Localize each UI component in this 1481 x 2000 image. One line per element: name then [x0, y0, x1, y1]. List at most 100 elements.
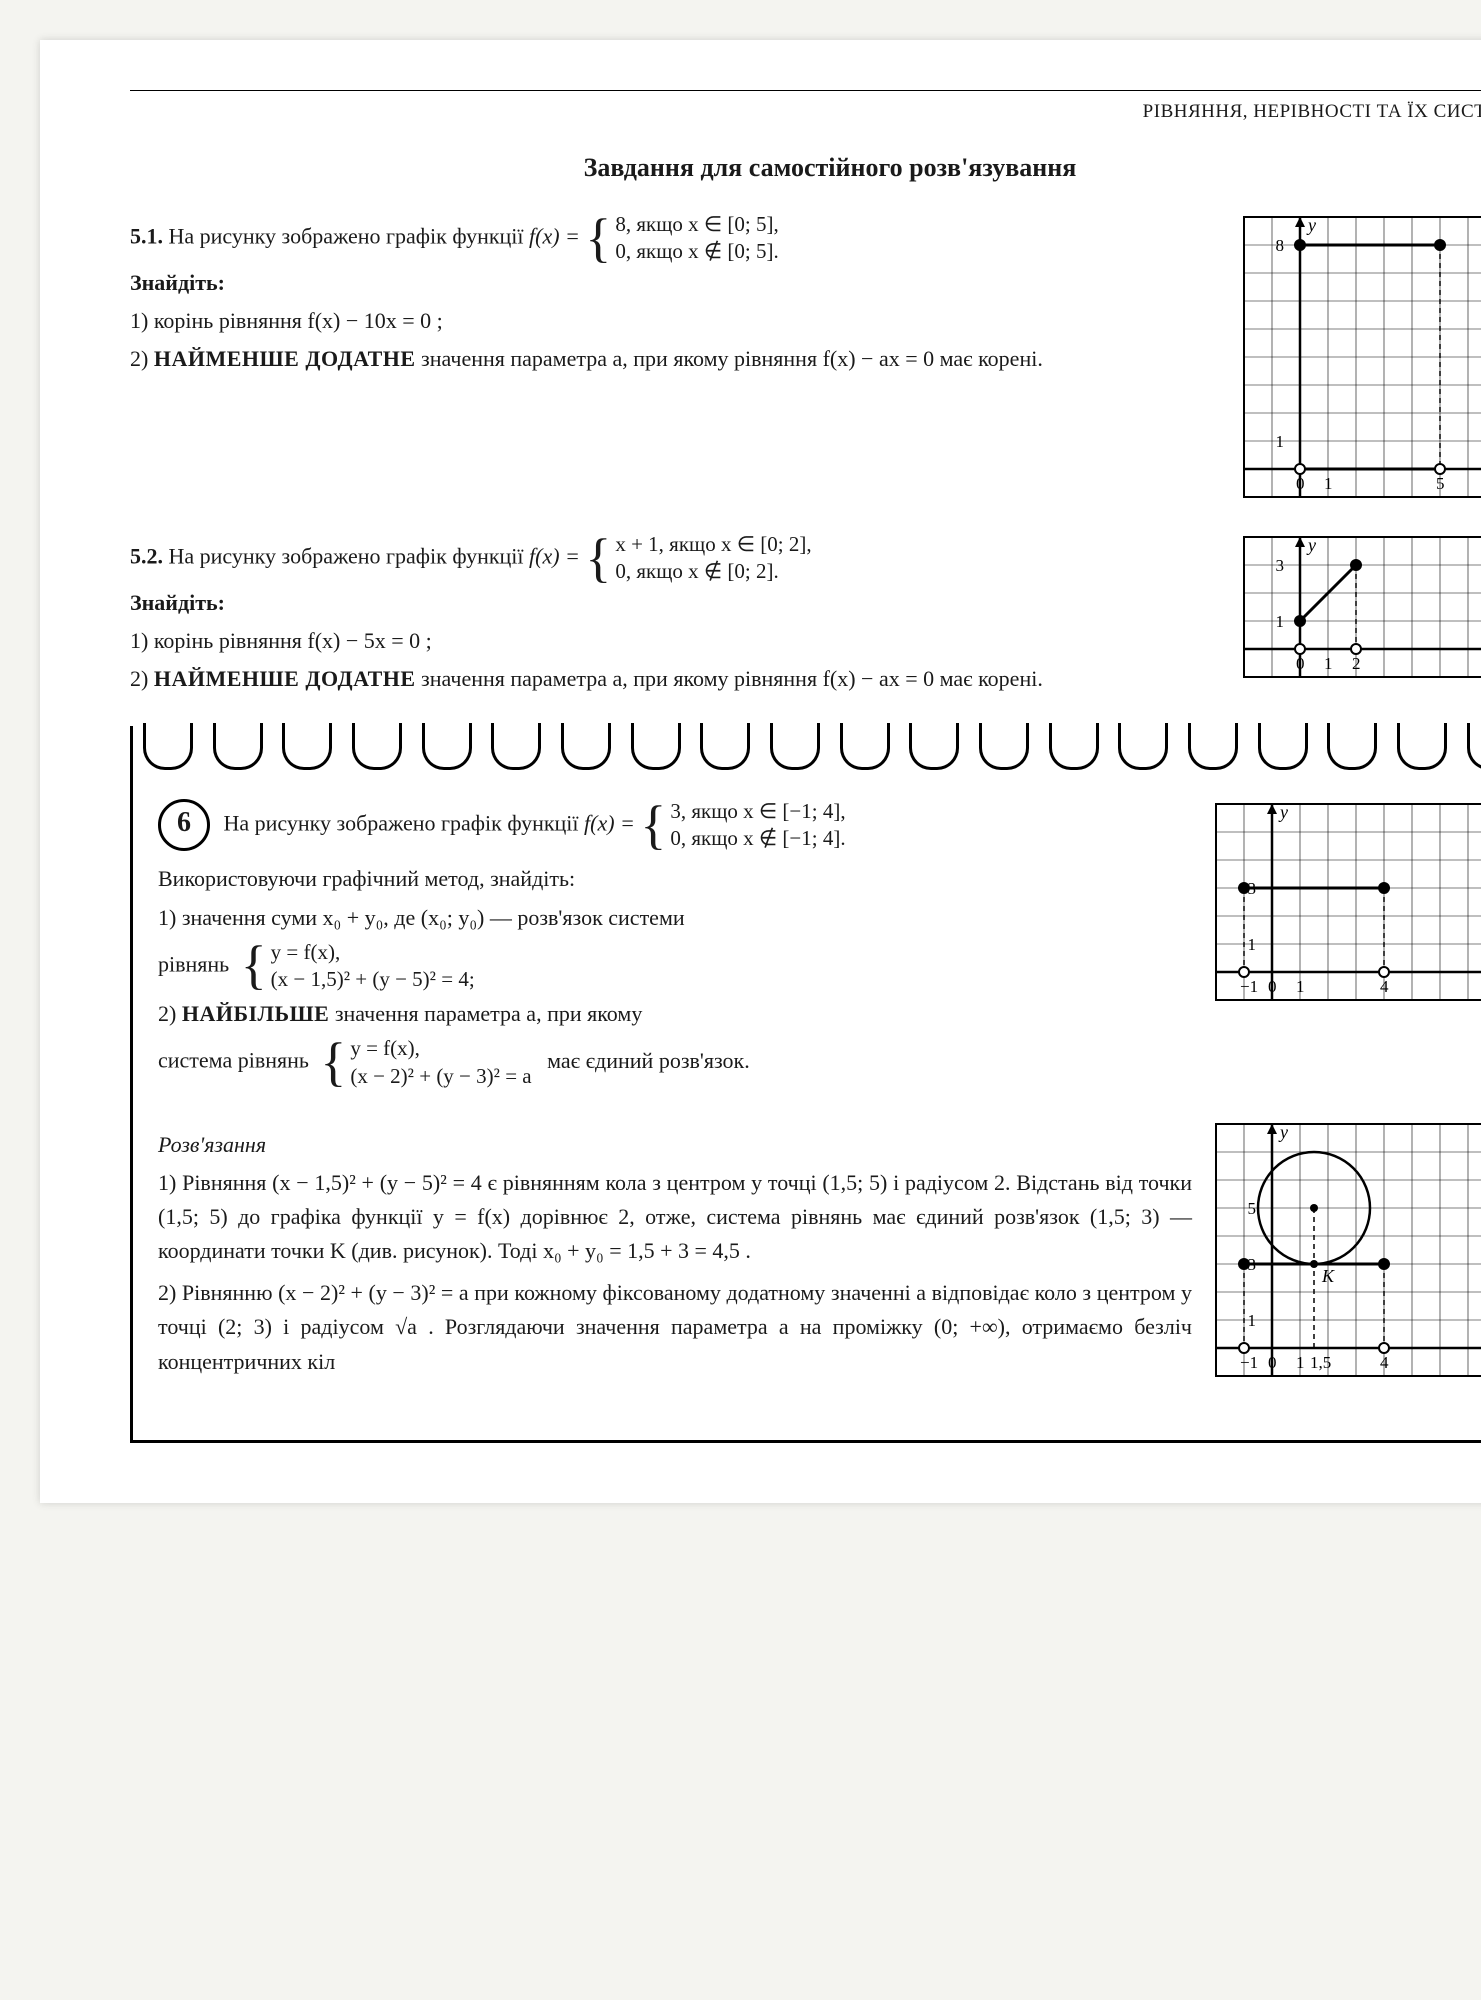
problem-5-2-text: 5.2. На рисунку зображено графік функції…: [130, 531, 1220, 696]
svg-text:3: 3: [1248, 1255, 1257, 1274]
problem-6-text: 6 На рисунку зображено графік функції f(…: [158, 798, 1192, 1090]
problem-5-1-text: 5.1. На рисунку зображено графік функції…: [130, 211, 1220, 376]
hole: [840, 723, 890, 770]
hole: [1118, 723, 1168, 770]
svg-text:0: 0: [1296, 654, 1305, 673]
hole: [561, 723, 611, 770]
case1: x + 1, якщо x ∈ [0; 2],: [615, 531, 811, 558]
svg-text:−1: −1: [1240, 977, 1258, 996]
svg-text:0: 0: [1268, 977, 1277, 996]
q1: 1) значення суми x₀ + y₀, де (x₀; y₀) — …: [158, 901, 1192, 935]
hole: [700, 723, 750, 770]
problem-6: 6 На рисунку зображено графік функції f(…: [158, 798, 1481, 1090]
problem-5-1: 5.1. На рисунку зображено графік функції…: [130, 211, 1481, 503]
intro: На рисунку зображено графік функції: [224, 810, 585, 835]
case1: 8, якщо x ∈ [0; 5],: [615, 211, 778, 238]
svg-text:1: 1: [1248, 1311, 1257, 1330]
circled-number: 6: [158, 799, 210, 851]
svg-text:5: 5: [1436, 474, 1445, 493]
svg-text:3: 3: [1248, 879, 1257, 898]
hole: [1049, 723, 1099, 770]
chart-6b: yxK−1011,54135: [1210, 1118, 1481, 1382]
binder-holes: [133, 726, 1481, 770]
svg-text:4: 4: [1380, 977, 1389, 996]
solution-heading: Розв'язання: [158, 1128, 1192, 1162]
q1: 1) корінь рівняння f(x) − 10x = 0 ;: [130, 304, 1220, 338]
brace-icon: {: [241, 944, 267, 987]
brace-icon: {: [585, 217, 611, 260]
q2: 2) НАЙМЕНШЕ ДОДАТНЕ значення параметра a…: [130, 662, 1220, 696]
svg-text:2: 2: [1352, 654, 1361, 673]
binder-block: 6 На рисунку зображено графік функції f(…: [130, 726, 1481, 1443]
hole: [1258, 723, 1308, 770]
svg-text:y: y: [1278, 802, 1288, 822]
svg-text:0: 0: [1296, 474, 1305, 493]
sol2: 2) Рівнянню (x − 2)² + (y − 3)² = a при …: [158, 1276, 1192, 1378]
case1: 3, якщо x ∈ [−1; 4],: [670, 798, 845, 825]
svg-text:1: 1: [1324, 474, 1333, 493]
brace-icon: {: [320, 1041, 346, 1084]
solution-text: Розв'язання 1) Рівняння (x − 1,5)² + (y …: [158, 1118, 1192, 1379]
hole: [143, 723, 193, 770]
piecewise: { x + 1, якщо x ∈ [0; 2], 0, якщо x ∉ [0…: [585, 531, 811, 586]
chart-6a: yx−101413: [1210, 798, 1481, 1006]
find-label: Знайдіть:: [130, 266, 1220, 300]
brace-icon: {: [585, 537, 611, 580]
svg-text:8: 8: [1276, 236, 1285, 255]
method: Використовуючи графічний метод, знайдіть…: [158, 862, 1192, 896]
svg-text:1: 1: [1296, 1353, 1305, 1372]
sys2: система рівнянь { y = f(x), (x − 2)² + (…: [158, 1035, 1192, 1090]
hole: [770, 723, 820, 770]
section-title: Завдання для самостійного розв'язування: [130, 153, 1481, 183]
svg-text:y: y: [1306, 215, 1316, 235]
problem-number: 5.2.: [130, 543, 163, 568]
svg-text:K: K: [1321, 1266, 1335, 1286]
svg-text:1: 1: [1248, 935, 1257, 954]
hole: [352, 723, 402, 770]
page: РІВНЯННЯ, НЕРІВНОСТІ ТА ЇХ СИСТЕМИ Завда…: [40, 40, 1481, 1503]
chapter-title: РІВНЯННЯ, НЕРІВНОСТІ ТА ЇХ СИСТЕМИ: [130, 101, 1481, 123]
chart-5-1: yx01518: [1238, 211, 1481, 503]
sys1: рівнянь { y = f(x), (x − 1,5)² + (y − 5)…: [158, 939, 1192, 994]
piecewise: { 8, якщо x ∈ [0; 5], 0, якщо x ∉ [0; 5]…: [585, 211, 778, 266]
svg-text:1,5: 1,5: [1310, 1353, 1331, 1372]
fx: f(x) =: [584, 810, 640, 835]
problem-number: 5.1.: [130, 223, 163, 248]
svg-text:1: 1: [1276, 612, 1285, 631]
hole: [979, 723, 1029, 770]
hole: [491, 723, 541, 770]
header-rule: [130, 90, 1481, 91]
fx: f(x) =: [529, 223, 585, 248]
case2: 0, якщо x ∉ [0; 5].: [615, 238, 778, 265]
find-label: Знайдіть:: [130, 586, 1220, 620]
case2: 0, якщо x ∉ [0; 2].: [615, 558, 811, 585]
fx: f(x) =: [529, 543, 585, 568]
problem-6-solution: Розв'язання 1) Рівняння (x − 1,5)² + (y …: [158, 1118, 1481, 1382]
q2: 2) НАЙМЕНШЕ ДОДАТНЕ значення параметра a…: [130, 342, 1220, 376]
hole: [909, 723, 959, 770]
svg-text:4: 4: [1380, 1353, 1389, 1372]
hole: [631, 723, 681, 770]
sol1: 1) Рівняння (x − 1,5)² + (y − 5)² = 4 є …: [158, 1166, 1192, 1268]
svg-text:y: y: [1306, 535, 1316, 555]
piecewise: { 3, якщо x ∈ [−1; 4], 0, якщо x ∉ [−1; …: [640, 798, 845, 853]
hole: [213, 723, 263, 770]
hole: [1327, 723, 1377, 770]
svg-text:−1: −1: [1240, 1353, 1258, 1372]
hole: [1397, 723, 1447, 770]
hole: [422, 723, 472, 770]
q2: 2) НАЙБІЛЬШЕ значення параметра a, при я…: [158, 997, 1192, 1031]
svg-text:3: 3: [1276, 556, 1285, 575]
svg-text:1: 1: [1324, 654, 1333, 673]
intro: На рисунку зображено графік функції: [169, 223, 530, 248]
problem-5-2: 5.2. На рисунку зображено графік функції…: [130, 531, 1481, 696]
hole: [1467, 723, 1481, 770]
case2: 0, якщо x ∉ [−1; 4].: [670, 825, 845, 852]
q1: 1) корінь рівняння f(x) − 5x = 0 ;: [130, 624, 1220, 658]
svg-text:1: 1: [1296, 977, 1305, 996]
svg-text:1: 1: [1276, 432, 1285, 451]
hole: [1188, 723, 1238, 770]
intro: На рисунку зображено графік функції: [169, 543, 530, 568]
svg-text:0: 0: [1268, 1353, 1277, 1372]
svg-text:5: 5: [1248, 1199, 1257, 1218]
